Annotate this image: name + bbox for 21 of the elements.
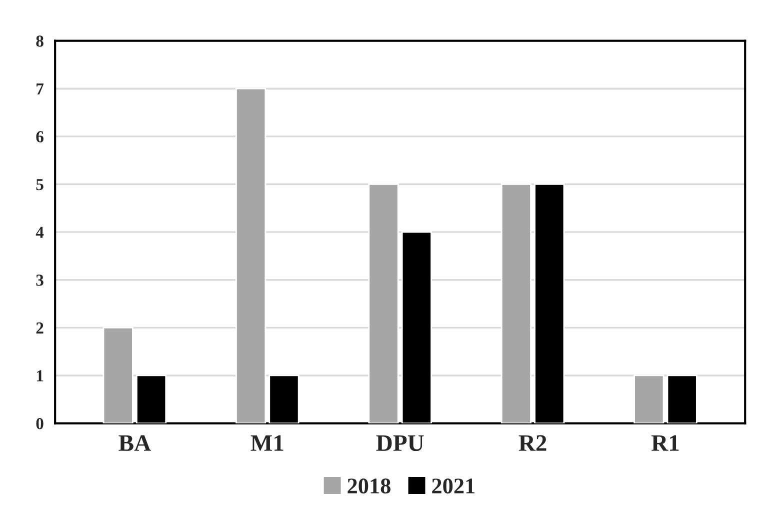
y-tick-label: 7 bbox=[36, 83, 44, 94]
y-tick-label: 2 bbox=[36, 322, 44, 334]
bar bbox=[102, 326, 134, 424]
legend-label: 2018 bbox=[348, 478, 390, 494]
x-tick-label: R1 bbox=[651, 435, 679, 451]
bar bbox=[236, 88, 266, 424]
y-tick-label: 5 bbox=[36, 179, 44, 190]
y-tick-label: 1 bbox=[36, 370, 44, 382]
x-tick-label: R2 bbox=[518, 435, 546, 451]
x-tick-label: M1 bbox=[250, 435, 284, 451]
y-tick-label: 0 bbox=[36, 418, 44, 430]
y-tick-label: 6 bbox=[36, 131, 44, 142]
y-tick-label: 8 bbox=[36, 36, 44, 47]
bar bbox=[634, 374, 664, 424]
bar bbox=[368, 184, 399, 424]
x-tick-label: BA bbox=[118, 435, 151, 451]
y-tick-label: 3 bbox=[36, 274, 44, 286]
y-tick-label: 4 bbox=[36, 226, 44, 238]
legend-label: 2021 bbox=[432, 478, 474, 494]
x-tick-label: DPU bbox=[376, 435, 424, 452]
bar bbox=[500, 184, 532, 424]
